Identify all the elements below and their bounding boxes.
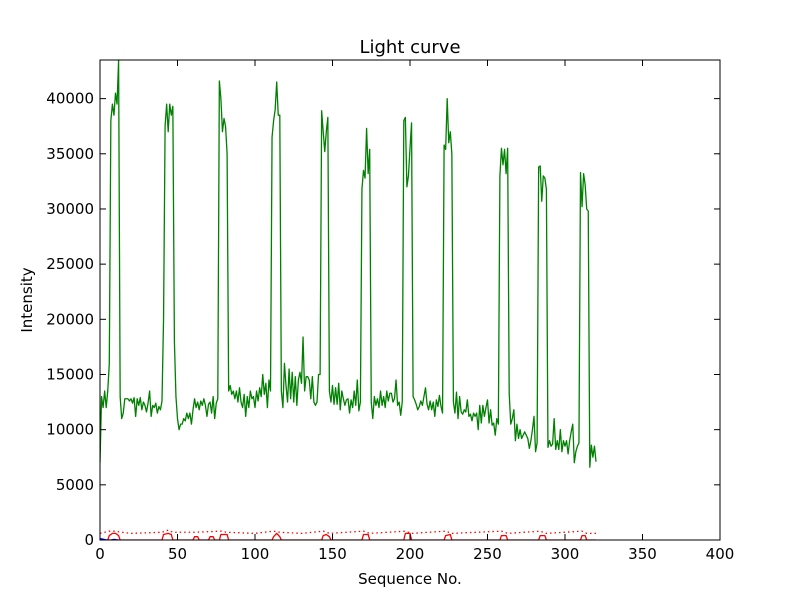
x-tick-label: 150	[318, 545, 347, 563]
chart-title: Light curve	[359, 37, 460, 58]
y-tick-label: 5000	[56, 476, 94, 494]
series-line-1	[100, 60, 597, 468]
x-tick-label: 350	[628, 545, 657, 563]
y-tick-label: 20000	[46, 310, 94, 328]
series-line-4	[100, 538, 119, 540]
x-tick-label: 300	[551, 545, 580, 563]
y-tick-label: 40000	[46, 90, 94, 108]
x-tick-label: 0	[95, 545, 105, 563]
axes-frame	[99, 59, 721, 541]
y-axis-label: Intensity	[18, 267, 36, 332]
x-tick-label: 50	[168, 545, 187, 563]
series-line-3	[100, 529, 596, 535]
y-tick-label: 35000	[46, 145, 94, 163]
x-tick-label: 100	[241, 545, 270, 563]
x-tick-label: 200	[396, 545, 425, 563]
series-line-2	[100, 532, 596, 540]
x-axis-label: Sequence No.	[358, 570, 462, 588]
y-tick-label: 0	[84, 531, 94, 549]
y-tick-label: 30000	[46, 200, 94, 218]
x-tick-label: 400	[706, 545, 735, 563]
y-tick-label: 10000	[46, 421, 94, 439]
y-tick-label: 25000	[46, 255, 94, 273]
x-tick-label: 250	[473, 545, 502, 563]
y-tick-label: 15000	[46, 365, 94, 383]
